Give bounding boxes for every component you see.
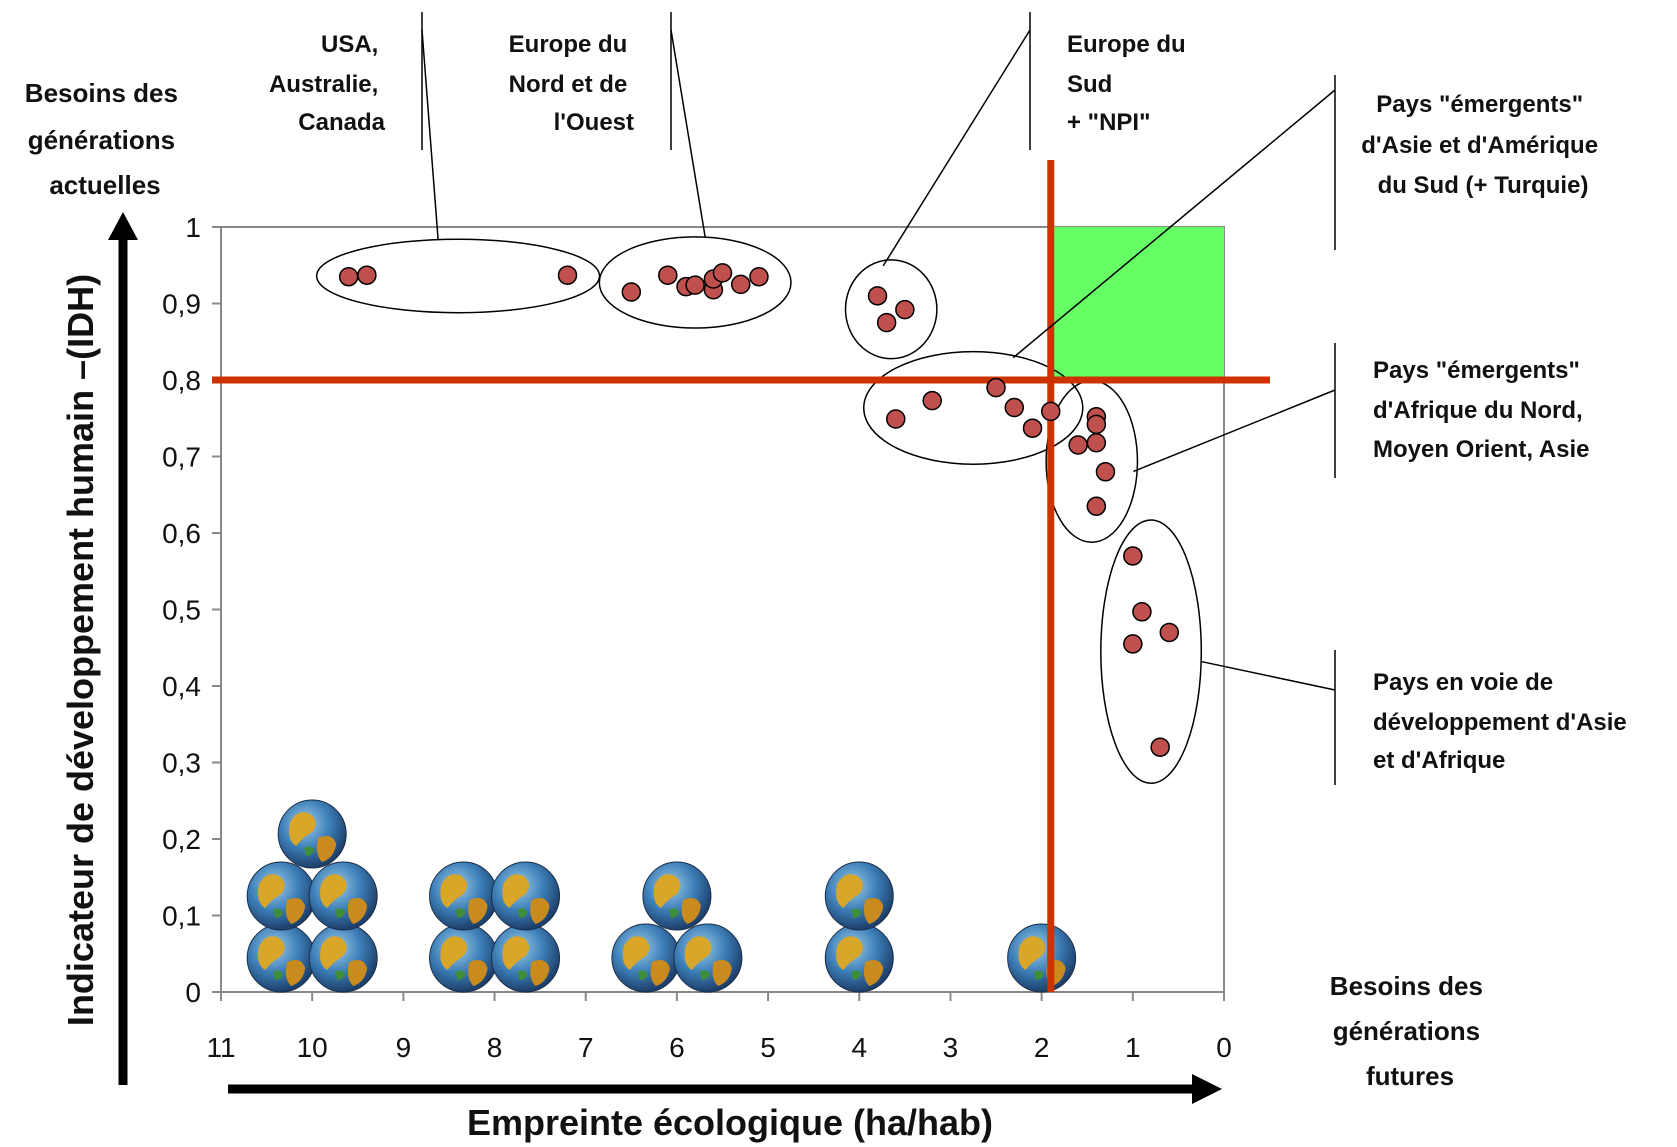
- data-point: [1086, 414, 1107, 435]
- group-label-usa: USA, Australie, Canada: [269, 31, 386, 136]
- data-point: [1095, 462, 1116, 482]
- y-tick-label: 0,9: [162, 289, 201, 320]
- data-point: [730, 274, 751, 295]
- data-point: [885, 409, 906, 429]
- data-point: [986, 377, 1006, 398]
- data-point: [621, 282, 642, 302]
- y-tick-label: 0,2: [162, 824, 201, 855]
- y-tick-label: 0,1: [162, 901, 201, 932]
- earth-icon: [491, 923, 561, 993]
- data-point: [1132, 602, 1152, 622]
- group-label-emerging-asia-america: Pays "émergents" d'Asie et d'Amérique du…: [1361, 91, 1604, 199]
- earth-icon: [308, 923, 378, 993]
- data-point: [1041, 401, 1061, 422]
- data-point: [922, 390, 942, 411]
- y-tick-label: 0,6: [162, 518, 201, 549]
- data-point: [557, 265, 578, 285]
- data-point: [1150, 737, 1170, 757]
- group-ellipse: [1100, 519, 1203, 784]
- group-ellipse: [844, 259, 938, 360]
- data-point: [749, 266, 769, 287]
- callout-leader: [1133, 389, 1336, 473]
- callout-leader: [1012, 89, 1336, 359]
- callout-leader: [1201, 660, 1336, 691]
- data-point: [1159, 622, 1180, 643]
- x-axis-arrowhead: [1192, 1074, 1222, 1104]
- earth-icon: [246, 861, 316, 931]
- x-tick-label: 9: [396, 1032, 412, 1063]
- x-axis-title: Empreinte écologique (ha/hab): [467, 1102, 993, 1143]
- x-tick-label: 0: [1216, 1032, 1232, 1063]
- data-point: [1086, 496, 1107, 516]
- y-tick-label: 0,3: [162, 748, 201, 779]
- y-top-label: Besoins des générations actuelles: [25, 78, 185, 200]
- earth-icon: [673, 923, 743, 993]
- data-point: [1022, 418, 1043, 438]
- data-point: [867, 286, 888, 306]
- data-point: [895, 299, 915, 320]
- y-axis-arrowhead: [108, 212, 138, 240]
- data-point: [357, 265, 377, 285]
- data-point: [1068, 435, 1088, 455]
- data-point: [1123, 634, 1143, 654]
- x-tick-label: 6: [669, 1032, 685, 1063]
- target-zone: [1050, 227, 1224, 380]
- earth-icon: [824, 923, 894, 993]
- data-point: [1004, 397, 1025, 418]
- x-tick-label: 8: [487, 1032, 503, 1063]
- data-point: [712, 263, 733, 283]
- y-axis-title: Indicateur de développement humain –(IDH…: [60, 274, 101, 1026]
- y-tick-label: 1: [185, 212, 201, 243]
- data-point: [1123, 546, 1143, 566]
- data-point: [658, 265, 678, 285]
- earth-icon: [277, 799, 347, 869]
- earth-icon: [1007, 923, 1077, 993]
- group-label-europe-north-west: Europe du Nord et de l'Ouest: [509, 31, 634, 136]
- y-tick-label: 0,5: [162, 595, 201, 626]
- group-ellipse: [862, 350, 1084, 465]
- earth-icon: [491, 861, 561, 931]
- callout-leader: [882, 29, 1031, 267]
- data-point: [1086, 432, 1107, 453]
- earth-icon: [429, 861, 499, 931]
- x-tick-label: 2: [1034, 1032, 1050, 1063]
- group-label-europe-south: Europe du Sud + "NPI": [1067, 31, 1192, 136]
- y-tick-label: 0,7: [162, 442, 201, 473]
- earth-icon: [642, 861, 712, 931]
- x-tick-label: 3: [943, 1032, 959, 1063]
- earth-icon: [246, 923, 316, 993]
- group-label-developing: Pays en voie de développement d'Asie et …: [1373, 669, 1633, 774]
- x-tick-label: 5: [760, 1032, 776, 1063]
- callout-leader: [421, 29, 439, 240]
- x-tick-label: 10: [297, 1032, 328, 1063]
- group-ellipse: [315, 238, 601, 314]
- earth-icon: [611, 923, 681, 993]
- earth-icon: [308, 861, 378, 931]
- data-point: [876, 312, 897, 333]
- earth-icon: [824, 861, 894, 931]
- y-tick-label: 0,8: [162, 365, 201, 396]
- group-ellipse: [598, 236, 792, 329]
- y-tick-label: 0,4: [162, 671, 201, 702]
- x-tick-label: 7: [578, 1032, 594, 1063]
- x-tick-label: 1: [1125, 1032, 1141, 1063]
- x-tick-label: 11: [206, 1032, 235, 1063]
- callout-leader: [670, 29, 706, 238]
- group-label-emerging-africa-mideast: Pays "émergents" d'Afrique du Nord, Moye…: [1373, 357, 1590, 463]
- earth-icon: [429, 923, 499, 993]
- data-point: [338, 266, 359, 287]
- x-tick-label: 4: [851, 1032, 867, 1063]
- group-ellipse: [1045, 379, 1139, 543]
- y-tick-label: 0: [185, 977, 201, 1008]
- x-right-label: Besoins des générations futures: [1330, 971, 1490, 1091]
- data-point: [685, 275, 705, 295]
